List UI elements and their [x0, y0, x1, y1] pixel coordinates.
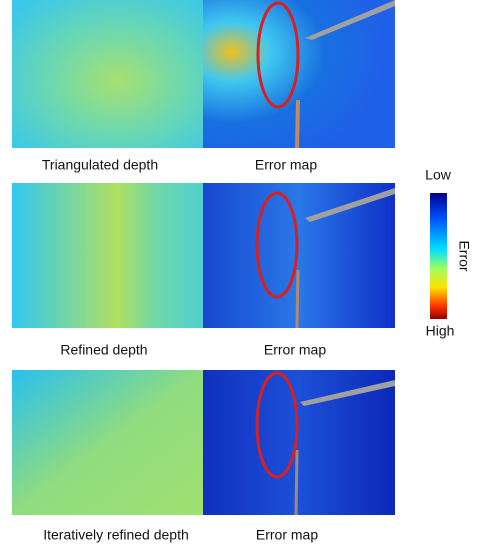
depth-image: [12, 0, 203, 148]
depth-image: [12, 370, 203, 515]
row-1: Triangulated depth Error map: [12, 0, 395, 173]
caption: Refined depth: [60, 342, 147, 358]
colorbar-high: High: [426, 323, 455, 339]
error-image: [203, 183, 395, 328]
row-2: Refined depth Error map: [12, 183, 395, 358]
highlight: [255, 371, 299, 479]
depth-image: [12, 183, 203, 328]
caption: Error map: [256, 527, 318, 543]
caption: Error map: [255, 157, 317, 173]
edge: [305, 188, 395, 222]
colorbar-low: Low: [425, 167, 452, 183]
edge: [300, 380, 395, 406]
colorbar: Low High Error: [425, 167, 472, 339]
colorbar-title: Error: [456, 240, 472, 271]
caption: Error map: [264, 342, 326, 358]
caption: Iteratively refined depth: [43, 527, 189, 543]
highlight: [255, 191, 299, 299]
error-image: [203, 370, 395, 515]
colorbar-scale: [430, 193, 447, 319]
edge: [295, 99, 300, 149]
edge: [295, 269, 300, 329]
edge: [294, 449, 299, 516]
highlight: [256, 1, 300, 109]
row-3: Iteratively refined depth Error map: [12, 370, 395, 543]
caption: Triangulated depth: [42, 157, 158, 173]
edge: [305, 0, 395, 40]
